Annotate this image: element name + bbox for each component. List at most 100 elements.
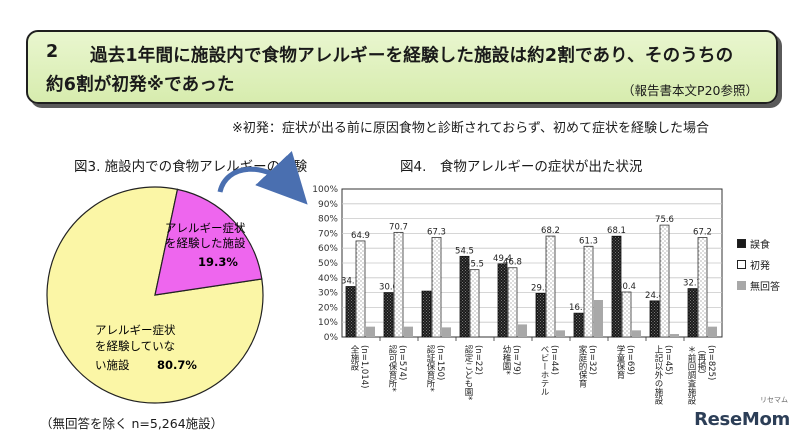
bar-value-label: 45.5 [465, 260, 484, 270]
legend-swatch-none [737, 281, 746, 290]
x-category-label: 全施設 [349, 344, 359, 371]
bar-value-label: 30.4 [617, 282, 636, 292]
x-category-label: 認証保育所* [425, 344, 435, 391]
bar-2-6 [594, 300, 603, 337]
y-tick-label: 70% [318, 229, 338, 239]
legend-item-first: 初発 [737, 254, 780, 275]
legend-swatch-repeat [737, 239, 746, 248]
legend-item-none: 無回答 [737, 275, 780, 296]
x-category-label: 認定こども園* [463, 344, 473, 400]
legend-label-none: 無回答 [750, 282, 780, 293]
bar-value-label: 46.8 [503, 258, 522, 268]
bar-1-0 [355, 240, 366, 338]
bar-1-8 [659, 224, 670, 338]
y-tick-label: 90% [318, 200, 338, 210]
bar-0-3 [459, 255, 470, 338]
y-tick-label: 60% [318, 244, 338, 254]
fig4-title: 図4. 食物アレルギーの症状が出た状況 [400, 159, 643, 175]
summary-header-box: 2 過去1年間に施設内で食物アレルギーを経験した施設は約2割であり、そのうちの … [26, 30, 778, 104]
bar-2-1 [404, 326, 413, 337]
x-category-label: (n=22) [473, 345, 483, 375]
x-category-label: 上記以外の施設 [653, 345, 663, 405]
bar-value-label: 68.2 [541, 226, 560, 236]
first-onset-note: ※初発：症状が出る前に原因食物と診断されておらず、初めて症状を経験した場合 [232, 121, 709, 136]
bar-2-2 [442, 327, 451, 337]
y-tick-label: 50% [318, 259, 338, 269]
bar-value-label: 34.1 [341, 277, 360, 287]
bar-value-label: 75.6 [655, 215, 674, 225]
legend-label-repeat: 誤食 [750, 240, 770, 251]
x-category-label: 認可保育所* [387, 344, 397, 391]
bar-value-label: 32.7 [683, 279, 702, 289]
pie-label-not-line2: を経験していな [95, 339, 175, 353]
bar-0-7 [611, 235, 622, 338]
section-number: 2 [46, 42, 59, 62]
bar-value-label: 67.3 [427, 227, 446, 237]
y-tick-label: 100% [312, 185, 338, 195]
bar-0-0 [345, 286, 356, 338]
x-category-label: ベビーホテル [539, 345, 549, 396]
y-tick-label: 20% [318, 303, 338, 313]
bar-value-label: 30.0 [379, 283, 398, 293]
legend-swatch-first [737, 260, 746, 269]
bar-0-8 [649, 300, 660, 338]
bar-1-5 [545, 235, 556, 338]
x-category-label: 学童保育 [615, 344, 625, 380]
bar-0-4 [497, 263, 508, 338]
transition-arrow [217, 151, 308, 205]
bar-0-2 [421, 290, 432, 338]
bar-2-7 [632, 330, 641, 337]
legend-label-first: 初発 [750, 261, 770, 272]
bar-0-5 [535, 292, 546, 338]
bar-value-label: 24.4 [645, 291, 664, 301]
x-category-label: (n=32) [587, 345, 597, 375]
bar-value-label: 64.9 [351, 231, 370, 241]
x-category-label: (n=69) [625, 345, 635, 375]
bar-1-1 [393, 231, 404, 338]
bar-2-9 [708, 326, 717, 337]
logo-subtitle: リセマム [760, 396, 788, 404]
bar-value-label: 16.1 [569, 303, 588, 313]
x-category-label: (n=79) [511, 345, 521, 375]
x-category-label: (n=1,014) [359, 345, 369, 388]
bar-1-3 [469, 269, 480, 338]
bar-value-label: 67.2 [693, 228, 712, 238]
x-category-label: (n=44) [549, 345, 559, 375]
pie-label-exp-line1: アレルギー症状 [165, 221, 246, 235]
bar-1-6 [583, 245, 594, 338]
bar-0-9 [687, 288, 698, 338]
y-tick-label: 40% [318, 274, 338, 284]
bar-1-4 [507, 267, 518, 338]
bar-1-7 [621, 291, 632, 338]
x-category-label: （再掲） [696, 345, 706, 379]
bar-value-label: 70.7 [389, 222, 408, 232]
bar-2-8 [670, 334, 679, 337]
bar-1-2 [431, 236, 442, 338]
report-reference: （報告書本文P20参照） [622, 83, 758, 98]
header-line-1: 過去1年間に施設内で食物アレルギーを経験した施設は約2割であり、そのうちの [90, 46, 734, 66]
pie-slice-experienced [154, 188, 263, 296]
bar-legend: 誤食 初発 無回答 [737, 233, 780, 296]
bar-2-5 [556, 330, 565, 337]
pie-label-exp-value: 19.3% [198, 255, 238, 269]
bar-value-label: 54.5 [455, 246, 474, 256]
pie-label-not-value: 80.7% [157, 358, 197, 372]
y-tick-label: 30% [318, 289, 338, 299]
pie-footnote: （無回答を除く n=5,264施設） [40, 416, 224, 431]
x-category-label: (n=150) [435, 345, 445, 380]
pie-chart: アレルギー症状 を経験した施設 19.3% アレルギー症状 を経験していな い施… [46, 186, 264, 404]
bar-2-4 [518, 324, 527, 337]
bar-value-label: 61.3 [579, 236, 598, 246]
y-tick-label: 0% [324, 333, 339, 343]
y-tick-label: 10% [318, 318, 338, 328]
header-line-2: 約6割が初発※であった [46, 75, 235, 95]
bar-value-label: 29.5 [531, 283, 550, 293]
pie-label-exp-line2: を経験した施設 [165, 236, 246, 250]
x-category-label: ＊前回調査施設 [686, 345, 696, 405]
bar-2-0 [366, 326, 375, 337]
x-category-label: (n=574) [397, 345, 407, 380]
bar-value-label: 68.1 [607, 226, 626, 236]
x-category-label: (n=45) [663, 345, 673, 375]
pie-label-not-line1: アレルギー症状 [95, 323, 176, 337]
pie-label-not-line3: い施設 [95, 358, 130, 372]
